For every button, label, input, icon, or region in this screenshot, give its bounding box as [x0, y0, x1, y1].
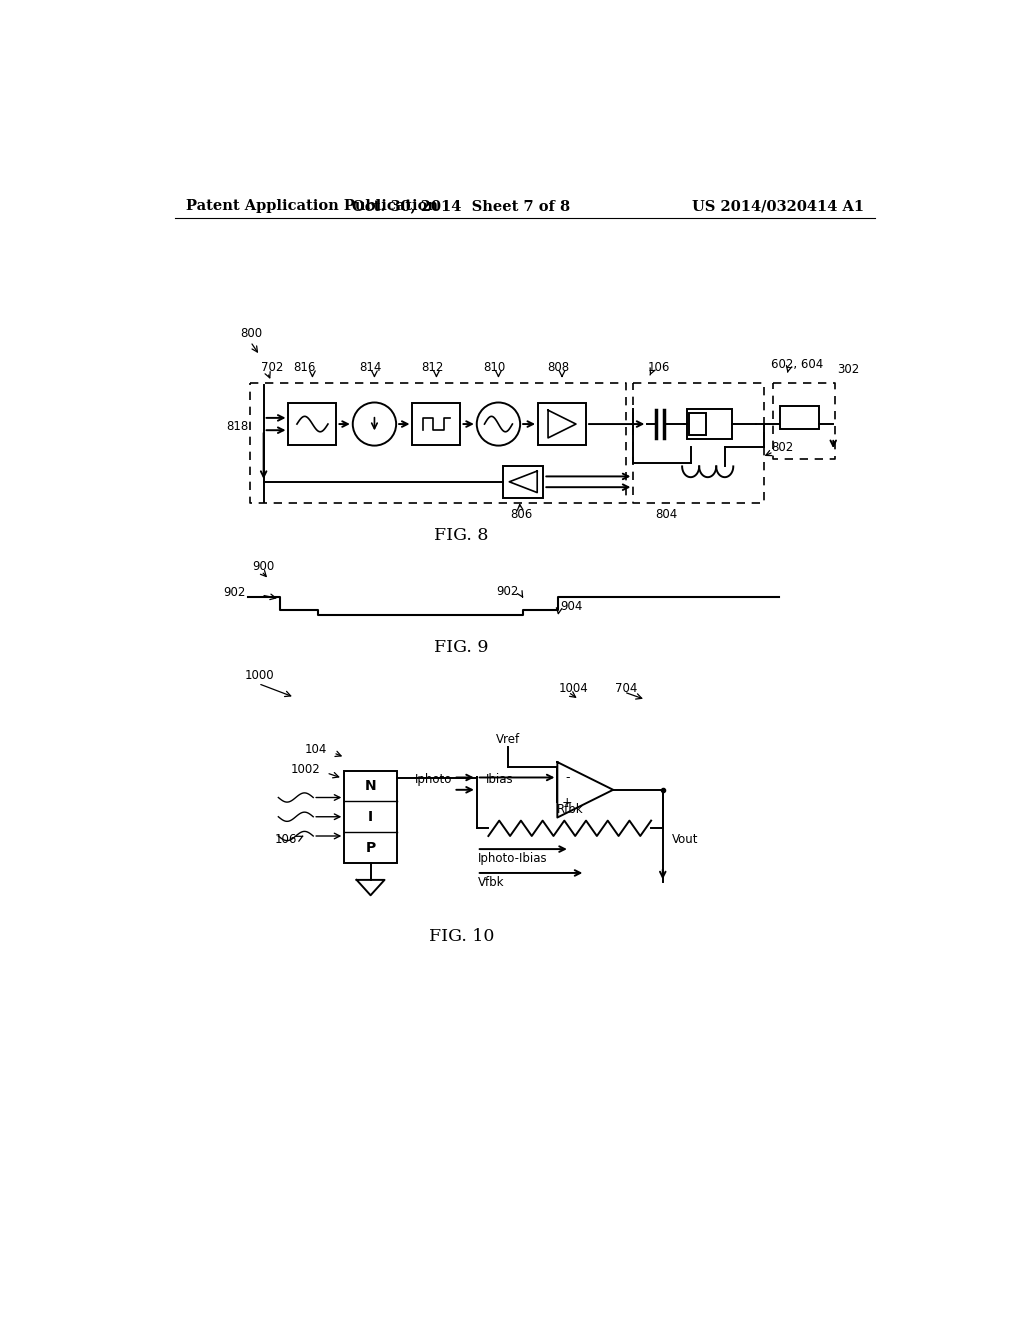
- Text: 810: 810: [483, 362, 506, 375]
- Text: 816: 816: [294, 362, 315, 375]
- Text: FIG. 8: FIG. 8: [434, 527, 488, 544]
- Bar: [344, 771, 397, 863]
- Text: 106: 106: [647, 362, 670, 375]
- Text: 812: 812: [422, 362, 443, 375]
- Text: 900: 900: [252, 560, 274, 573]
- Text: 806: 806: [511, 508, 532, 520]
- Text: Vref: Vref: [496, 733, 520, 746]
- Text: Rfbk: Rfbk: [556, 803, 583, 816]
- Text: 1002: 1002: [291, 763, 321, 776]
- Bar: [779, 407, 818, 429]
- Text: 800: 800: [241, 327, 262, 341]
- Text: Oct. 30, 2014  Sheet 7 of 8: Oct. 30, 2014 Sheet 7 of 8: [352, 199, 570, 213]
- Text: Vfbk: Vfbk: [478, 875, 505, 888]
- Text: 106: 106: [274, 833, 297, 846]
- Bar: [289, 404, 337, 445]
- Text: 702: 702: [261, 362, 284, 375]
- Text: Iphoto-Ibias: Iphoto-Ibias: [478, 851, 548, 865]
- Bar: [538, 404, 586, 445]
- Bar: [413, 404, 461, 445]
- Text: 804: 804: [655, 508, 677, 520]
- Circle shape: [477, 403, 520, 446]
- Text: Iphoto: Iphoto: [415, 772, 453, 785]
- Text: 104: 104: [305, 743, 328, 756]
- Text: FIG. 10: FIG. 10: [429, 928, 494, 945]
- Text: 902: 902: [497, 585, 518, 598]
- Text: 904: 904: [560, 601, 583, 612]
- Text: 902: 902: [223, 586, 246, 599]
- Text: FIG. 9: FIG. 9: [434, 639, 488, 656]
- Text: 802: 802: [771, 441, 794, 454]
- Text: Patent Application Publication: Patent Application Publication: [186, 199, 438, 213]
- Text: 808: 808: [547, 362, 569, 375]
- Text: Vout: Vout: [672, 833, 698, 846]
- Text: 302: 302: [838, 363, 859, 376]
- Text: 1004: 1004: [559, 681, 589, 694]
- Text: 704: 704: [614, 681, 637, 694]
- Text: 602, 604: 602, 604: [771, 358, 823, 371]
- Text: I: I: [368, 809, 373, 824]
- Text: Ibias: Ibias: [486, 772, 514, 785]
- Text: 1000: 1000: [245, 669, 273, 682]
- Text: P: P: [366, 841, 376, 854]
- Text: -: -: [565, 771, 569, 784]
- Bar: [687, 409, 732, 438]
- Text: +: +: [562, 796, 572, 809]
- Bar: [503, 466, 544, 498]
- Text: 818: 818: [226, 420, 248, 433]
- Circle shape: [352, 403, 396, 446]
- Text: N: N: [365, 779, 377, 793]
- Bar: [689, 413, 707, 434]
- Text: US 2014/0320414 A1: US 2014/0320414 A1: [692, 199, 864, 213]
- Text: 814: 814: [359, 362, 382, 375]
